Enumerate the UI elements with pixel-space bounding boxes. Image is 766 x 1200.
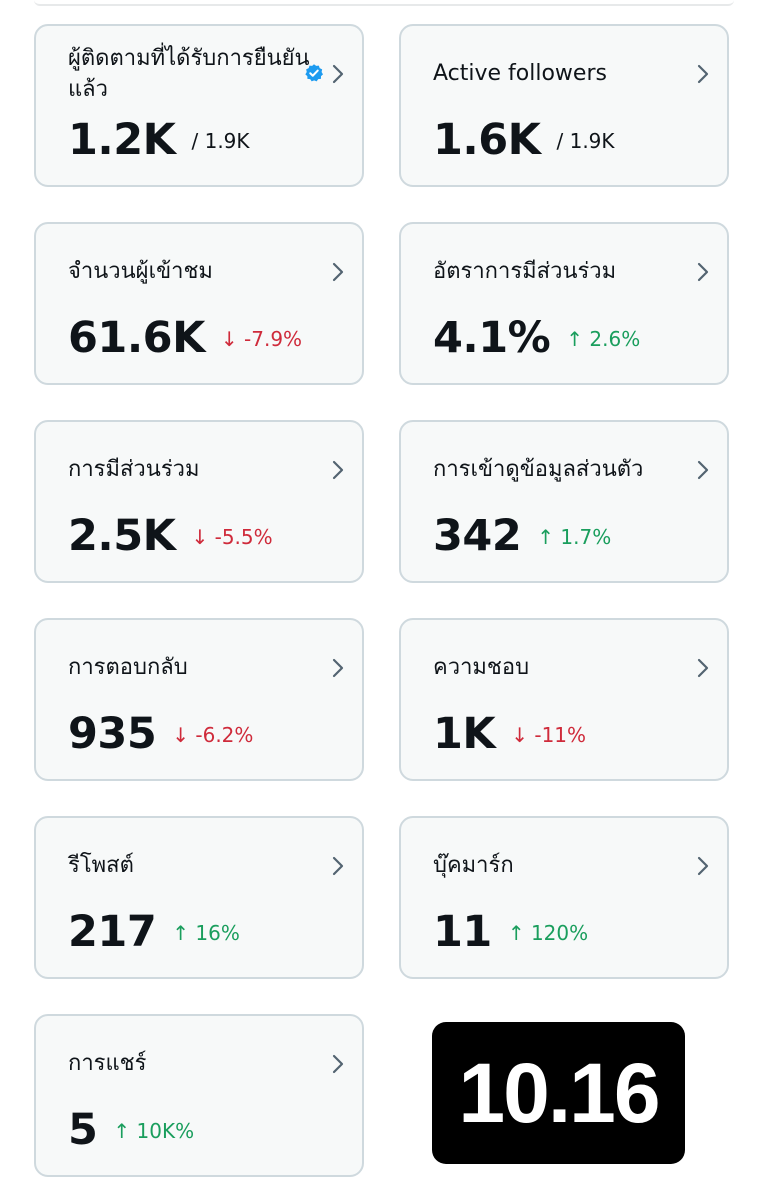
metric-label: อัตราการมีส่วนร่วม — [433, 259, 617, 284]
metric-card-profile-visits[interactable]: การเข้าดูข้อมูลส่วนตัว 342 ↑ 1.7% — [399, 420, 729, 583]
metric-label: ผู้ติดตามที่ได้รับการยืนยันแล้ว — [68, 46, 310, 102]
chevron-right-icon — [332, 64, 344, 84]
metric-total: / 1.9K — [191, 129, 250, 153]
metric-label: การตอบกลับ — [68, 655, 188, 680]
metric-value-text: 342 — [433, 511, 522, 561]
metric-card-shares[interactable]: การแชร์ 5 ↑ 10K% — [34, 1014, 364, 1177]
metric-label: การแชร์ — [68, 1051, 147, 1076]
chevron-right-icon — [332, 856, 344, 876]
metric-change: ↑ 2.6% — [566, 327, 641, 351]
chevron-right-icon — [697, 856, 709, 876]
metric-value-text: 11 — [433, 907, 492, 957]
metric-card-verified-followers[interactable]: ผู้ติดตามที่ได้รับการยืนยันแล้ว 1.2K / 1.… — [34, 24, 364, 187]
metric-value: 935 ↓ -6.2% — [68, 708, 253, 761]
metric-card-active-followers[interactable]: Active followers 1.6K / 1.9K — [399, 24, 729, 187]
metric-value: 217 ↑ 16% — [68, 906, 240, 959]
chevron-right-icon — [697, 64, 709, 84]
metric-label: Active followers — [433, 61, 607, 86]
metric-value: 342 ↑ 1.7% — [433, 510, 611, 563]
metric-label: การมีส่วนร่วม — [68, 457, 200, 482]
metric-value: 2.5K ↓ -5.5% — [68, 510, 273, 563]
metric-card-engagement-rate[interactable]: อัตราการมีส่วนร่วม 4.1% ↑ 2.6% — [399, 222, 729, 385]
metric-value-text: 5 — [68, 1105, 98, 1155]
metric-total: / 1.9K — [556, 129, 615, 153]
time-overlay: 10.16 — [432, 1022, 685, 1164]
metric-value: 11 ↑ 120% — [433, 906, 588, 959]
metric-value-text: 935 — [68, 709, 157, 759]
chevron-right-icon — [697, 262, 709, 282]
metric-change: ↑ 120% — [507, 921, 589, 945]
metric-label: บุ๊คมาร์ก — [433, 853, 514, 878]
metric-value-text: 217 — [68, 907, 157, 957]
chevron-right-icon — [332, 1054, 344, 1074]
metric-change: ↓ -5.5% — [191, 525, 273, 549]
chevron-right-icon — [332, 262, 344, 282]
metric-value: 61.6K ↓ -7.9% — [68, 312, 302, 365]
metric-value-text: 1K — [433, 709, 496, 759]
metric-value: 5 ↑ 10K% — [68, 1104, 194, 1157]
metric-value: 1K ↓ -11% — [433, 708, 586, 761]
metric-label: ความชอบ — [433, 655, 530, 680]
metric-label: รีโพสต์ — [68, 853, 134, 878]
metric-value: 4.1% ↑ 2.6% — [433, 312, 640, 365]
metric-value-text: 1.2K — [68, 115, 176, 165]
verified-badge-icon — [305, 64, 323, 82]
metric-card-bookmarks[interactable]: บุ๊คมาร์ก 11 ↑ 120% — [399, 816, 729, 979]
metric-card-likes[interactable]: ความชอบ 1K ↓ -11% — [399, 618, 729, 781]
metric-value-text: 1.6K — [433, 115, 541, 165]
metric-value: 1.6K / 1.9K — [433, 114, 615, 167]
metric-card-reposts[interactable]: รีโพสต์ 217 ↑ 16% — [34, 816, 364, 979]
metric-label: จำนวนผู้เข้าชม — [68, 259, 213, 284]
metric-card-replies[interactable]: การตอบกลับ 935 ↓ -6.2% — [34, 618, 364, 781]
metric-change: ↑ 1.7% — [537, 525, 612, 549]
metric-change: ↓ -6.2% — [172, 723, 254, 747]
metric-change: ↑ 16% — [172, 921, 240, 945]
chevron-right-icon — [697, 658, 709, 678]
metric-card-impressions[interactable]: จำนวนผู้เข้าชม 61.6K ↓ -7.9% — [34, 222, 364, 385]
metric-label: การเข้าดูข้อมูลส่วนตัว — [433, 457, 644, 482]
metric-value-text: 61.6K — [68, 313, 205, 363]
metric-change: ↑ 10K% — [113, 1119, 195, 1143]
metric-change: ↓ -11% — [511, 723, 587, 747]
chevron-right-icon — [697, 460, 709, 480]
metric-card-engagements[interactable]: การมีส่วนร่วม 2.5K ↓ -5.5% — [34, 420, 364, 583]
metric-change: ↓ -7.9% — [220, 327, 303, 351]
top-divider — [34, 0, 734, 6]
chevron-right-icon — [332, 460, 344, 480]
chevron-right-icon — [332, 658, 344, 678]
metric-value-text: 4.1% — [433, 313, 551, 363]
metric-value: 1.2K / 1.9K — [68, 114, 250, 167]
metric-value-text: 2.5K — [68, 511, 176, 561]
